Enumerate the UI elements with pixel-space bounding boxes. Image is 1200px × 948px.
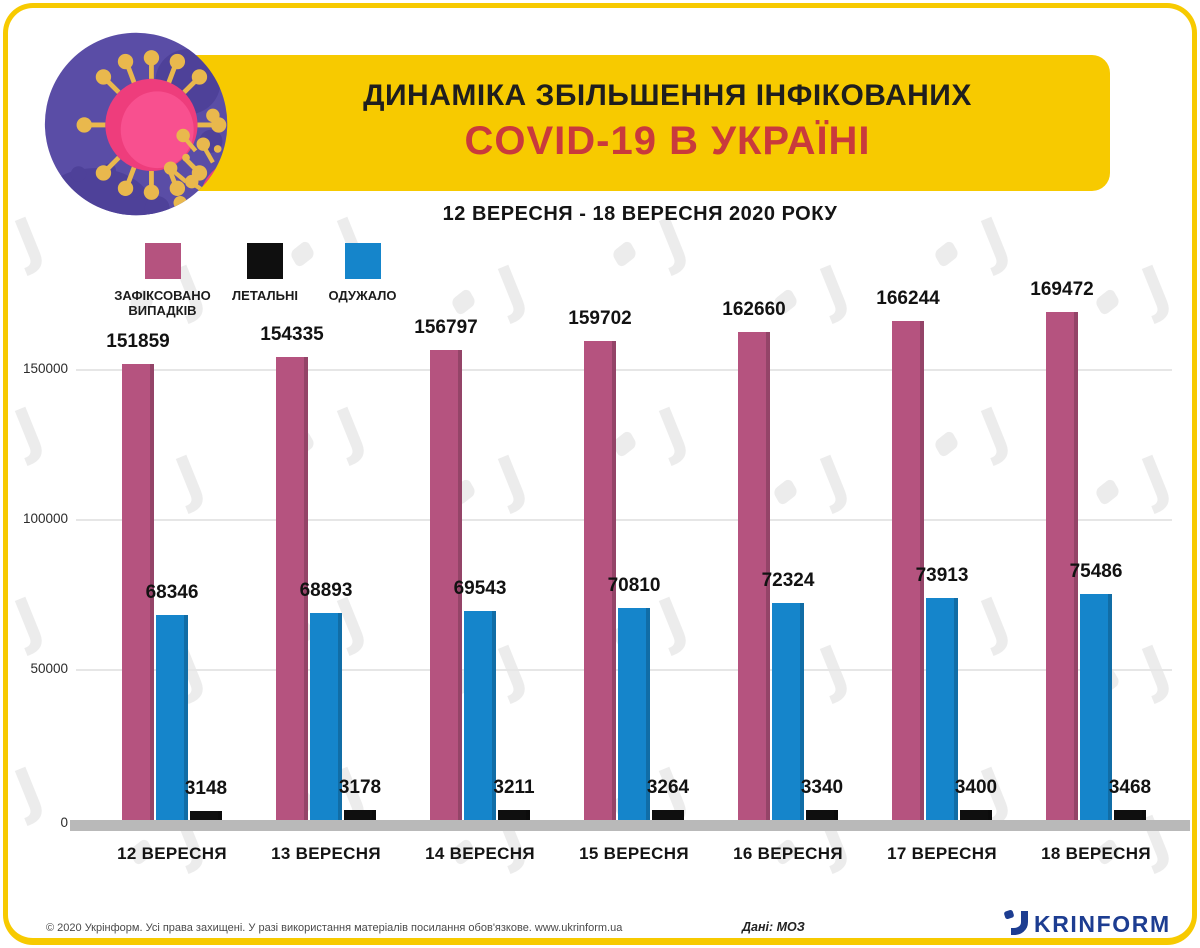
bar-deaths [652,810,684,820]
bar-recovered [772,603,804,820]
bar-deaths [498,810,530,820]
bar-recovered [926,598,958,820]
y-axis-tick-label: 150000 [22,361,68,376]
bar-value-label: 75486 [1069,561,1123,582]
legend-item: ЗАФІКСОВАНО ВИПАДКІВ [95,243,230,318]
legend-swatch [247,243,283,279]
bar-value-label: 70810 [607,575,661,596]
ukrinform-watermark-icon [1089,448,1184,538]
bar-value-label: 169472 [1030,279,1094,300]
bar-value-label: 3178 [338,777,382,798]
bar-recovered [464,611,496,820]
bar-value-label: 72324 [761,570,815,591]
ukrinform-watermark-icon [606,400,701,490]
bar-value-label: 159702 [568,308,632,329]
x-axis-category-label: 13 ВЕРЕСНЯ [271,844,381,863]
bar-value-label: 151859 [106,331,170,352]
logo-text: KRINFORM [1034,911,1171,937]
bar-value-label: 3148 [184,778,228,799]
bar-recovered [310,613,342,820]
legend-label: ЛЕТАЛЬНІ [232,288,298,303]
x-axis-category-label: 17 ВЕРЕСНЯ [887,844,997,863]
bar-deaths [806,810,838,820]
bar-deaths [344,810,376,820]
bar-value-label: 3340 [800,777,844,798]
legend-swatch [144,243,181,279]
chart-subtitle-daterange: 12 ВЕРЕСНЯ - 18 ВЕРЕСНЯ 2020 РОКУ [442,203,838,225]
data-source-text: Дані: МОЗ [742,920,805,934]
bar-value-label: 73913 [915,565,969,586]
grid-line [76,369,1172,371]
bar-deaths [960,810,992,820]
bar-value-label: 3211 [493,777,535,798]
bar-value-label: 3468 [1108,777,1152,798]
legend-label: ОДУЖАЛО [328,288,397,303]
bar-value-label: 3264 [646,777,690,798]
bar-value-label: 3400 [954,777,998,798]
bar-recovered [618,608,650,820]
bar-value-label: 162660 [722,299,786,320]
bar-value-label: 154335 [260,324,324,345]
x-axis-category-label: 15 ВЕРЕСНЯ [579,844,689,863]
ukrinform-watermark-icon [0,400,58,490]
y-axis-tick-label: 50000 [30,661,68,676]
x-axis-category-label: 18 ВЕРЕСНЯ [1041,844,1151,863]
ukrinform-watermark-icon [0,760,58,850]
x-axis-category-label: 14 ВЕРЕСНЯ [425,844,535,863]
bar-cases [122,364,154,820]
x-axis-baseline [70,820,1190,831]
ukrinform-watermark-icon [1089,258,1184,348]
grid-line [76,519,1172,521]
bar-cases [584,341,616,820]
bar-value-label: 68893 [299,580,353,601]
coronavirus-illustration-icon [44,32,228,216]
bar-deaths [190,811,222,820]
bar-cases [276,357,308,820]
bar-cases [738,332,770,820]
legend-item: ЛЕТАЛЬНІ [195,243,335,303]
x-axis-category-label: 16 ВЕРЕСНЯ [733,844,843,863]
legend-swatch [344,243,381,279]
bar-cases [1046,312,1078,820]
ukrinform-watermark-icon [928,400,1023,490]
bar-recovered [1080,594,1112,820]
bar-deaths [1114,810,1146,820]
bar-value-label: 68346 [145,582,199,603]
ukrinform-logo: KRINFORM [1004,909,1171,937]
y-axis-tick-label: 0 [60,815,68,830]
bar-value-label: 69543 [453,578,507,599]
bar-recovered [156,615,188,820]
title-banner [150,55,1110,191]
x-axis-category-label: 12 ВЕРЕСНЯ [117,844,227,863]
copyright-text: © 2020 Укрінформ. Усі права захищені. У … [46,922,623,934]
ukrinform-watermark-icon [767,448,862,538]
bar-cases [892,321,924,820]
bar-value-label: 156797 [414,317,478,338]
legend-label: ЗАФІКСОВАНО ВИПАДКІВ [114,288,211,318]
y-axis-tick-label: 100000 [22,511,68,526]
bar-value-label: 166244 [876,288,940,309]
chart-title-line2: COVID-19 В УКРАЇНІ [464,119,871,163]
bar-cases [430,350,462,820]
legend-item: ОДУЖАЛО [290,243,435,303]
chart-title-line1: ДИНАМІКА ЗБІЛЬШЕННЯ ІНФІКОВАНИХ [363,79,972,112]
